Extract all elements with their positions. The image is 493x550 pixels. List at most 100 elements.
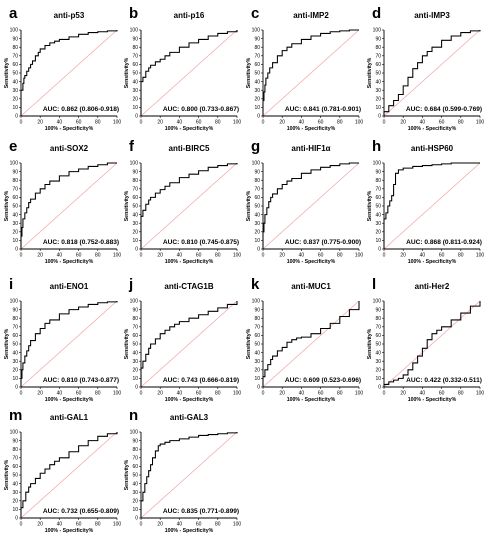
panel-a-ytick-label: 20 <box>12 97 18 103</box>
panel-m-ytick-label: 80 <box>12 447 18 453</box>
panel-i-ylabel: Sensitivity% <box>4 328 10 359</box>
panel-d-xtick-label: 0 <box>383 120 386 126</box>
panel-i-ytick-label: 10 <box>12 376 18 382</box>
panel-c-ytick-label: 90 <box>254 36 260 42</box>
panel-d-xtick-label: 60 <box>439 120 445 126</box>
panel-k-title: anti-MUC1 <box>291 282 331 291</box>
panel-e-ytick-label: 70 <box>12 187 18 193</box>
panel-l-reference-diagonal <box>383 300 481 388</box>
panel-e-ytick-label: 80 <box>12 178 18 184</box>
panel-e-reference-diagonal <box>20 162 118 250</box>
panel-h-ytick-label: 50 <box>375 204 381 210</box>
panel-m-ylabel: Sensitivity% <box>4 459 10 490</box>
panel-b-ytick-label: 30 <box>132 88 138 94</box>
panel-k-ytick-label: 60 <box>254 333 260 339</box>
panel-l-xtick-label: 60 <box>439 391 445 397</box>
panel-e-ytick-label: 90 <box>12 169 18 175</box>
panel-c-xtick-label: 60 <box>318 120 324 126</box>
panel-h-ylabel: Sensitivity% <box>367 190 373 221</box>
panel-a-ytick-label: 10 <box>12 105 18 111</box>
panel-k-ytick-label: 90 <box>254 307 260 313</box>
panel-g-ytick-label: 10 <box>254 238 260 244</box>
panel-b-xtick-label: 0 <box>140 120 143 126</box>
panel-m-ytick-label: 10 <box>12 507 18 513</box>
panel-i-ytick-label: 80 <box>12 316 18 322</box>
panel-i-ytick-label: 50 <box>12 342 18 348</box>
panel-f-ytick-label: 0 <box>135 247 138 253</box>
panel-j-ylabel: Sensitivity% <box>124 328 130 359</box>
panel-j-ytick-label: 100 <box>130 299 139 305</box>
panel-d-xtick-label: 40 <box>420 120 426 126</box>
panel-g-ytick-label: 60 <box>254 195 260 201</box>
panel-c-auc-label: AUC: 0.841 (0.781-0.901) <box>285 106 361 113</box>
panel-e-title: anti-SOX2 <box>50 144 89 153</box>
panel-a-xtick-label: 40 <box>57 120 63 126</box>
panel-l-ytick-label: 50 <box>375 342 381 348</box>
panel-a-ytick-label: 70 <box>12 54 18 60</box>
panel-d-ytick-label: 50 <box>375 71 381 77</box>
panel-b-xtick-label: 40 <box>177 120 183 126</box>
panel-l-ytick-label: 10 <box>375 376 381 382</box>
panel-c-title: anti-IMP2 <box>293 11 329 20</box>
panel-i-ytick-label: 90 <box>12 307 18 313</box>
panel-i-ytick-label: 20 <box>12 368 18 374</box>
panel-d-ytick-label: 60 <box>375 62 381 68</box>
panel-d-ytick-label: 100 <box>373 28 382 34</box>
panel-f-ytick-label: 60 <box>132 195 138 201</box>
panel-a-ytick-label: 40 <box>12 79 18 85</box>
panel-c-xtick-label: 0 <box>262 120 265 126</box>
panel-i-roc-curve <box>20 301 118 387</box>
panel-c-ytick-label: 10 <box>254 105 260 111</box>
panel-i-xtick-label: 80 <box>95 391 101 397</box>
panel-j-auc-label: AUC: 0.743 (0.666-0.819) <box>163 377 239 384</box>
panel-b-roc-curve <box>140 30 238 116</box>
panel-f-ylabel: Sensitivity% <box>124 190 130 221</box>
panel-i-xtick-label: 0 <box>20 391 23 397</box>
panel-c-ytick-label: 30 <box>254 88 260 94</box>
panel-a-roc-curve <box>20 30 118 116</box>
panel-k-ytick-label: 80 <box>254 316 260 322</box>
panel-f-letter: f <box>129 138 135 155</box>
panel-l-xtick-label: 0 <box>383 391 386 397</box>
panel-a-ylabel: Sensitivity% <box>4 57 10 88</box>
panel-b-ytick-label: 0 <box>135 114 138 120</box>
panel-i-xtick-label: 60 <box>76 391 82 397</box>
panel-e-ytick-label: 50 <box>12 204 18 210</box>
panel-b-ytick-label: 40 <box>132 79 138 85</box>
panel-g-ytick-label: 70 <box>254 187 260 193</box>
panel-h: h anti-HSP60 0 10 20 30 40 50 60 70 80 90 100 0 20 40 60… <box>367 138 484 265</box>
panel-c-ytick-label: 20 <box>254 97 260 103</box>
panel-g-ytick-label: 30 <box>254 221 260 227</box>
panel-m-ytick-label: 20 <box>12 499 18 505</box>
panel-l-auc-label: AUC: 0.422 (0.332-0.511) <box>406 377 482 384</box>
panel-j-xtick-label: 100 <box>233 391 242 397</box>
panel-e-ytick-label: 100 <box>10 161 19 167</box>
panel-j-xtick-label: 60 <box>196 391 202 397</box>
panel-b-ytick-label: 90 <box>132 36 138 42</box>
panel-d-xtick-label: 80 <box>458 120 464 126</box>
panel-f-ytick-label: 30 <box>132 221 138 227</box>
panel-i-ytick-label: 70 <box>12 325 18 331</box>
panel-k-xtick-label: 80 <box>337 391 343 397</box>
panel-h-ytick-label: 40 <box>375 212 381 218</box>
panel-n-ytick-label: 50 <box>132 473 138 479</box>
panel-e-ytick-label: 10 <box>12 238 18 244</box>
panel-j-xlabel: 100% - Specificity% <box>165 397 214 403</box>
panel-d-ytick-label: 40 <box>375 79 381 85</box>
panel-i-xtick-label: 40 <box>57 391 63 397</box>
panel-d-xtick-label: 100 <box>476 120 485 126</box>
panel-f-ytick-label: 80 <box>132 178 138 184</box>
panel-i-xtick-label: 20 <box>37 391 43 397</box>
panel-k-xtick-label: 40 <box>299 391 305 397</box>
panel-k-ytick-label: 30 <box>254 359 260 365</box>
panel-l: l anti-Her2 0 10 20 30 40 50 60 70 80 90 100 0 20 40 60 8… <box>367 276 484 403</box>
panel-h-reference-diagonal <box>383 162 481 250</box>
panel-c-xlabel: 100% - Specificity% <box>287 126 336 132</box>
panel-f-auc-label: AUC: 0.810 (0.745-0.875) <box>163 239 239 246</box>
panel-h-letter: h <box>372 138 381 155</box>
panel-g-ytick-label: 20 <box>254 230 260 236</box>
panel-b-xtick-label: 20 <box>157 120 163 126</box>
panel-j-ytick-label: 50 <box>132 342 138 348</box>
panel-d-ytick-label: 70 <box>375 54 381 60</box>
panel-n-roc-curve <box>140 432 238 518</box>
